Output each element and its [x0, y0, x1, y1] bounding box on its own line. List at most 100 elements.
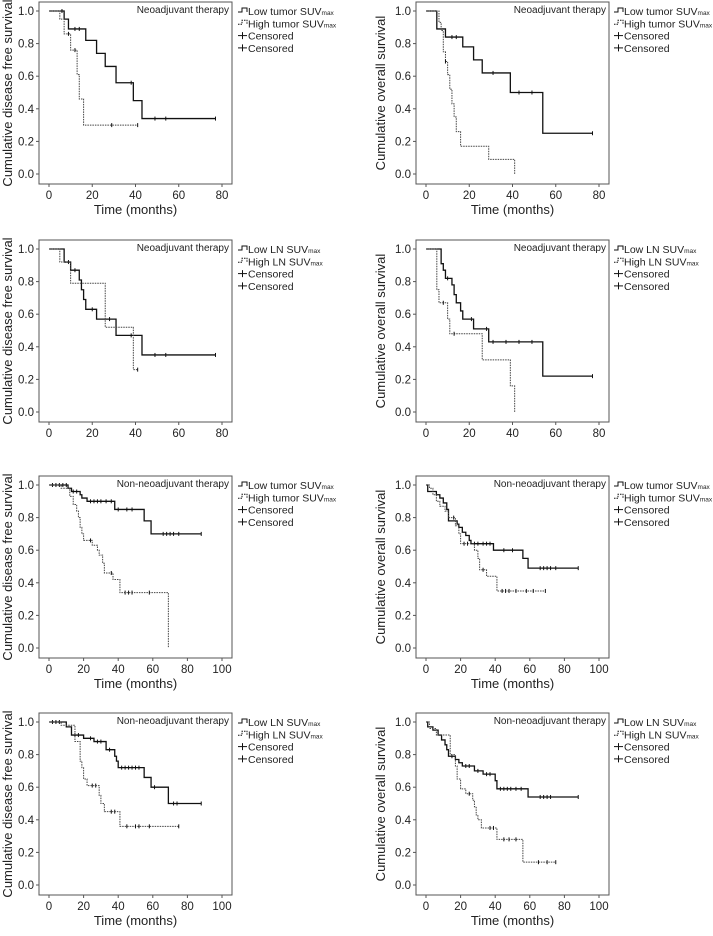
y-tick-label: 0.2 — [18, 610, 34, 622]
high-group-curve — [49, 248, 138, 371]
y-tick-label: 0.2 — [18, 136, 34, 148]
legend-solid-line-icon — [614, 7, 624, 13]
legend-label-subscript: max — [322, 484, 335, 491]
legend-label: Censored — [248, 269, 294, 281]
high-group-curve — [49, 10, 138, 126]
legend-solid-line-icon — [238, 481, 248, 487]
x-tick-label: 80 — [181, 664, 194, 676]
x-tick-label: 100 — [589, 901, 608, 913]
y-tick-label: 0.4 — [18, 342, 35, 354]
legend-dashed-line-icon — [614, 19, 624, 25]
km-panel-4: 0.0 0.2 0.4 0.6 0.8 1.0 0 20 40 60 80 Cumulative ov… — [373, 239, 699, 440]
legend-label: High tumor SUVmax — [624, 492, 713, 504]
x-tick-label: 80 — [181, 901, 194, 913]
y-tick-label: 0.6 — [18, 309, 34, 321]
legend-label: Low LN SUVmax — [624, 244, 697, 256]
legend-label-subscript: max — [310, 733, 323, 740]
x-tick-label: 0 — [46, 190, 52, 202]
y-tick-label: 1.0 — [18, 6, 34, 18]
legend-label: Low tumor SUVmax — [624, 6, 711, 18]
x-tick-label: 100 — [589, 664, 608, 676]
y-tick-label: 0.4 — [395, 578, 412, 590]
x-tick-label: 60 — [172, 428, 185, 440]
low-group-curve — [49, 10, 216, 120]
x-tick-label: 40 — [112, 664, 125, 676]
y-tick-label: 1.0 — [395, 244, 411, 256]
x-tick-label: 40 — [129, 190, 142, 202]
x-tick-label: 80 — [593, 428, 606, 440]
x-axis-label: Time (months) — [471, 202, 554, 217]
legend-dashed-line-icon — [238, 493, 248, 499]
legend-label-subscript: max — [322, 10, 335, 17]
legend-label: High LN SUVmax — [248, 729, 323, 741]
x-tick-label: 60 — [523, 901, 536, 913]
km-panel-8: 0.0 0.2 0.4 0.6 0.8 1.0 0 20 40 60 80 100 Time (mont… — [373, 712, 699, 928]
km-panel-2: 0.0 0.2 0.4 0.6 0.8 1.0 0 20 40 60 80 Time (months)… — [373, 1, 713, 217]
y-tick-label: 0.0 — [18, 169, 34, 181]
km-panel-6: 0.0 0.2 0.4 0.6 0.8 1.0 0 20 40 60 80 100 Time (mont… — [373, 475, 713, 691]
legend-label: Censored — [624, 754, 670, 766]
y-tick-label: 0.6 — [18, 545, 34, 557]
y-tick-label: 1.0 — [18, 480, 34, 492]
x-tick-label: 100 — [212, 664, 231, 676]
plot-frame — [38, 475, 233, 659]
panel-title: Non-neoadjuvant therapy — [494, 716, 606, 727]
plot-frame — [415, 712, 610, 896]
y-tick-label: 0.0 — [18, 643, 34, 655]
y-tick-label: 0.8 — [18, 513, 34, 525]
high-group-curve — [49, 721, 179, 827]
x-axis-label: Time (months) — [94, 676, 177, 691]
y-tick-label: 0.8 — [395, 750, 411, 762]
legend-solid-line-icon — [614, 245, 624, 251]
y-axis-label: Cumulative disease free survival — [0, 237, 15, 424]
x-tick-label: 80 — [216, 190, 229, 202]
km-panel-3: 0.0 0.2 0.4 0.6 0.8 1.0 0 20 40 60 80 Cumulative di… — [0, 237, 323, 440]
legend-label-subscript: max — [698, 10, 711, 17]
x-tick-label: 0 — [423, 901, 429, 913]
low-group-curve — [49, 248, 216, 356]
y-tick-label: 0.0 — [18, 880, 34, 892]
low-group-curve — [426, 484, 579, 569]
y-tick-label: 0.4 — [18, 104, 35, 116]
legend-label-subscript: max — [698, 484, 711, 491]
y-tick-label: 0.8 — [18, 750, 34, 762]
y-tick-label: 1.0 — [395, 480, 411, 492]
legend-label: Censored — [624, 742, 670, 754]
y-tick-label: 0.8 — [395, 277, 411, 289]
y-tick-label: 0.4 — [395, 104, 412, 116]
y-tick-label: 0.2 — [395, 847, 411, 859]
y-tick-label: 0.2 — [395, 610, 411, 622]
y-tick-label: 0.0 — [395, 407, 411, 419]
y-tick-label: 1.0 — [18, 244, 34, 256]
km-panel-1: 0.0 0.2 0.4 0.6 0.8 1.0 0 20 40 60 80 Time (months)… — [0, 0, 337, 217]
legend-label-subscript: max — [308, 721, 321, 728]
low-group-curve — [49, 721, 202, 805]
x-tick-label: 80 — [216, 428, 229, 440]
panel-title: Non-neoadjuvant therapy — [494, 479, 606, 490]
legend-label: High LN SUVmax — [248, 256, 323, 268]
low-group-curve — [49, 484, 202, 535]
y-tick-label: 1.0 — [395, 6, 411, 18]
panel-title: Neoadjuvant therapy — [137, 5, 229, 16]
legend-label: High LN SUVmax — [624, 256, 699, 268]
high-group-curve — [426, 248, 516, 412]
y-tick-label: 0.2 — [395, 374, 411, 386]
x-tick-label: 60 — [549, 428, 562, 440]
legend-label: Censored — [248, 754, 294, 766]
plot-frame — [415, 239, 610, 423]
panel-title: Non-neoadjuvant therapy — [117, 479, 229, 490]
x-tick-label: 20 — [86, 190, 99, 202]
y-axis-label: Cumulative disease free survival — [0, 0, 15, 187]
legend-solid-line-icon — [238, 245, 248, 251]
x-tick-label: 60 — [523, 664, 536, 676]
y-tick-label: 1.0 — [395, 717, 411, 729]
y-tick-label: 0.0 — [395, 643, 411, 655]
high-group-curve — [426, 10, 516, 174]
x-tick-label: 0 — [423, 190, 429, 202]
x-tick-label: 60 — [172, 190, 185, 202]
x-tick-label: 20 — [77, 664, 90, 676]
legend-dashed-line-icon — [238, 19, 248, 25]
x-tick-label: 20 — [463, 428, 476, 440]
panel-title: Neoadjuvant therapy — [514, 5, 606, 16]
x-tick-label: 20 — [77, 901, 90, 913]
